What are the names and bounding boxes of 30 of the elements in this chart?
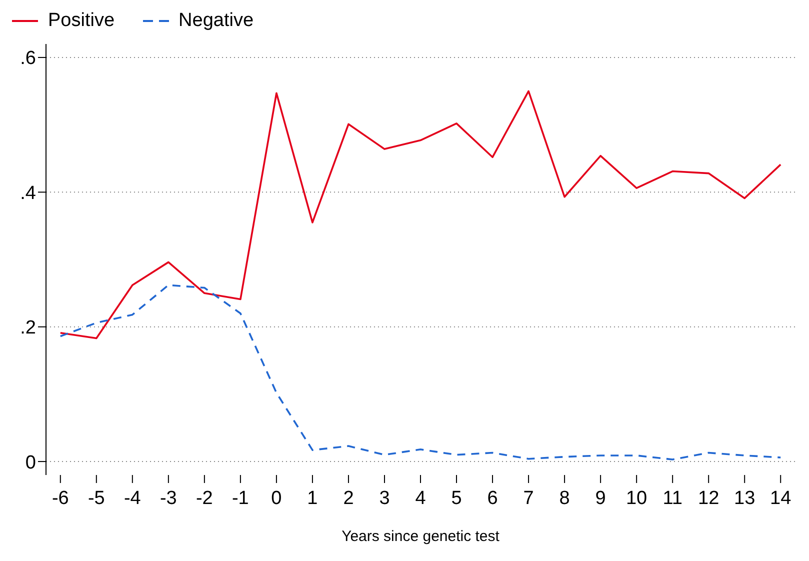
x-tick-label: 10	[626, 488, 648, 509]
x-tick-label: -6	[52, 488, 69, 509]
x-tick-label: -4	[124, 488, 142, 509]
x-tick-label: 8	[559, 488, 570, 509]
x-tick-label: 13	[734, 488, 756, 509]
y-tick-label: .4	[20, 182, 36, 204]
x-tick-label: 14	[770, 488, 792, 509]
x-tick-label: -5	[88, 488, 105, 509]
line-series	[60, 284, 782, 460]
legend-label: Negative	[178, 10, 254, 32]
x-tick-label: 11	[662, 488, 682, 509]
x-tick-label: 5	[451, 488, 462, 509]
x-tick-label: 7	[523, 488, 534, 509]
x-tick-label: -3	[160, 488, 177, 509]
x-tick-label: 9	[595, 488, 606, 509]
x-tick-label: -2	[196, 488, 213, 509]
line-series	[60, 90, 782, 340]
x-tick-label: 1	[307, 488, 318, 509]
x-tick-label: 0	[271, 488, 282, 509]
legend-label: Positive	[48, 10, 115, 32]
y-tick-label: .2	[20, 318, 36, 339]
x-axis-title: Years since genetic test	[342, 528, 500, 545]
x-tick-label: 3	[379, 488, 390, 509]
x-tick-label: 2	[343, 488, 354, 509]
x-tick-label: 6	[487, 488, 498, 509]
x-tick-label: -1	[232, 488, 249, 509]
x-tick-label: 4	[415, 488, 426, 509]
y-tick-label: .6	[20, 48, 36, 70]
y-tick-label: 0	[25, 452, 36, 474]
x-tick-label: 12	[698, 488, 720, 509]
